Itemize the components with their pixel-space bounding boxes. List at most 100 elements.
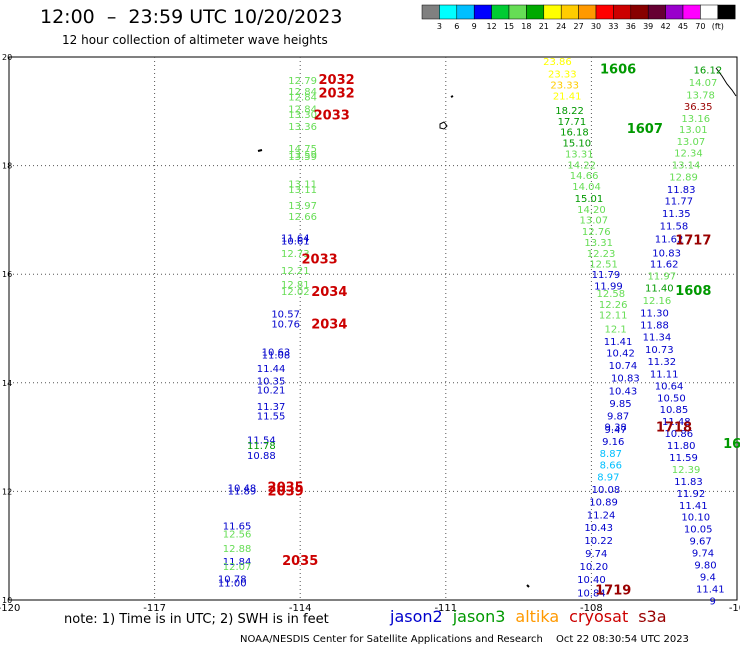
wave-height-label: 12.84: [288, 92, 317, 103]
wave-height-label: 13.59: [288, 152, 317, 163]
wave-height-label: 13.14: [672, 160, 701, 171]
wave-height-label: 11.62: [650, 260, 679, 271]
wave-height-label: 21.41: [553, 91, 582, 102]
wave-height-label: 14.66: [570, 171, 599, 182]
footer-credit: NOAA/NESDIS Center for Satellite Applica…: [240, 634, 543, 645]
wave-height-label: 12.26: [599, 300, 628, 311]
wave-height-label: 12.39: [672, 465, 701, 476]
wave-height-label: 11.37: [257, 402, 286, 413]
wave-height-label: 12.23: [587, 249, 616, 260]
x-tick-label: -108: [580, 603, 603, 614]
wave-height-label: 11.80: [667, 441, 696, 452]
wave-height-label: 10.57: [271, 310, 300, 321]
wave-height-label: 12.11: [599, 311, 628, 322]
pass-time-label: 1607: [627, 122, 663, 137]
coastline-marks: [257, 67, 737, 588]
island-dot: [450, 95, 454, 98]
x-tick-label: -111: [434, 603, 457, 614]
island-outline: [439, 121, 448, 130]
chart-title: 12:00 – 23:59 UTC 10/20/2023: [40, 6, 343, 28]
wave-height-label: 10.10: [681, 513, 710, 524]
colorbar-label: 30: [591, 22, 601, 31]
colorbar-swatch: [630, 4, 649, 20]
colorbar-label: 27: [574, 22, 584, 31]
coastline-fragment: [715, 67, 737, 97]
wave-height-label: 11.59: [669, 453, 698, 464]
wave-height-label: 12.84: [288, 87, 317, 98]
wave-height-label: 9.74: [692, 549, 714, 560]
wave-height-label: 11.99: [594, 281, 623, 292]
legend-jason3: jason3: [452, 607, 506, 626]
wave-height-label: 13.78: [686, 90, 715, 101]
colorbar-label: 6: [454, 22, 459, 31]
wave-height-label: 13.01: [679, 125, 708, 136]
colorbar-label: 39: [643, 22, 653, 31]
axis-ticks: -120 -117 -114 -111 -108 -10 20 18 16 14 12 10: [0, 53, 740, 614]
colorbar-label: 12: [487, 22, 497, 31]
legend-cryosat: cryosat: [569, 607, 629, 626]
wave-height-label: 11.65: [223, 521, 252, 532]
legend-s3a: s3a: [638, 607, 667, 626]
pass-time-label: 2035: [282, 554, 318, 569]
wave-height-label: 9.74: [585, 549, 607, 560]
wave-height-label: 11.64: [281, 234, 310, 245]
wave-height-label: 10.63: [262, 348, 291, 359]
wave-height-label: 10.43: [609, 387, 638, 398]
wave-height-label: 11.78: [247, 441, 276, 452]
wave-height-label: 13.97: [288, 201, 317, 212]
wave-height-label: 11.41: [679, 501, 708, 512]
pass-time-label: 1719: [595, 584, 631, 599]
wave-height-label: 10.43: [584, 523, 613, 534]
wave-height-label: 10.73: [645, 345, 674, 356]
wave-height-label: 11.24: [587, 511, 616, 522]
wave-height-label: 14.20: [577, 205, 606, 216]
colorbar-swatch: [665, 4, 684, 20]
wave-height-label: 9.87: [607, 412, 629, 423]
wave-height-label: 10.61: [281, 236, 310, 247]
pass-time-label: 2033: [314, 108, 350, 123]
pass-time-label: 2035: [268, 480, 304, 495]
wave-height-label: 16.18: [560, 128, 589, 139]
x-tick-label: -10: [729, 603, 740, 614]
wave-height-label: 11.84: [223, 557, 252, 568]
wave-height-label: 13.31: [565, 149, 594, 160]
wave-height-label: 11.79: [592, 270, 621, 281]
colorbar-swatch: [595, 4, 614, 20]
colorbar-label: 9: [472, 22, 477, 31]
colorbar-swatch: [647, 4, 666, 20]
wave-height-label: 10.78: [218, 575, 247, 586]
wave-height-label: 14.04: [572, 182, 601, 193]
wave-height-label: 13.30: [288, 110, 317, 121]
wave-height-label: 11.89: [228, 487, 257, 498]
wave-height-label: 10.83: [611, 374, 640, 385]
wave-height-label: 12.58: [596, 289, 625, 300]
wave-height-label: 10.85: [660, 405, 689, 416]
wave-height-label: 11.08: [262, 350, 291, 361]
wave-height-label: 12.73: [281, 249, 310, 260]
wave-height-label: 13.07: [580, 216, 609, 227]
wave-height-label: 10.08: [592, 485, 621, 496]
wave-height-label: 11.44: [257, 364, 286, 375]
satellite-legend: jason2 jason3 altika cryosat s3a: [390, 607, 677, 626]
y-tick-label: 14: [2, 379, 12, 388]
wave-height-label: 11.11: [650, 369, 679, 380]
legend-altika: altika: [515, 607, 560, 626]
colorbar-swatch: [613, 4, 632, 20]
wave-height-label: 11.34: [643, 332, 672, 343]
legend-jason2: jason2: [390, 607, 443, 626]
wave-height-label: 14.75: [288, 144, 317, 155]
wave-height-label: 10.20: [580, 562, 609, 573]
plot-border: [8, 56, 738, 601]
wave-height-label: 10.50: [657, 393, 686, 404]
wave-height-label: 9.47: [605, 425, 627, 436]
colorbar-swatch: [439, 4, 458, 20]
pass-time-label: 2032: [319, 87, 355, 102]
pass-time-label: 1608: [675, 284, 711, 299]
colorbar-swatch: [560, 4, 579, 20]
wave-height-label: 11.00: [218, 578, 247, 589]
colorbar-swatch: [491, 4, 510, 20]
y-tick-label: 18: [2, 162, 12, 171]
wave-height-label: 13.16: [681, 114, 710, 125]
wave-height-label: 12.21: [281, 266, 310, 277]
